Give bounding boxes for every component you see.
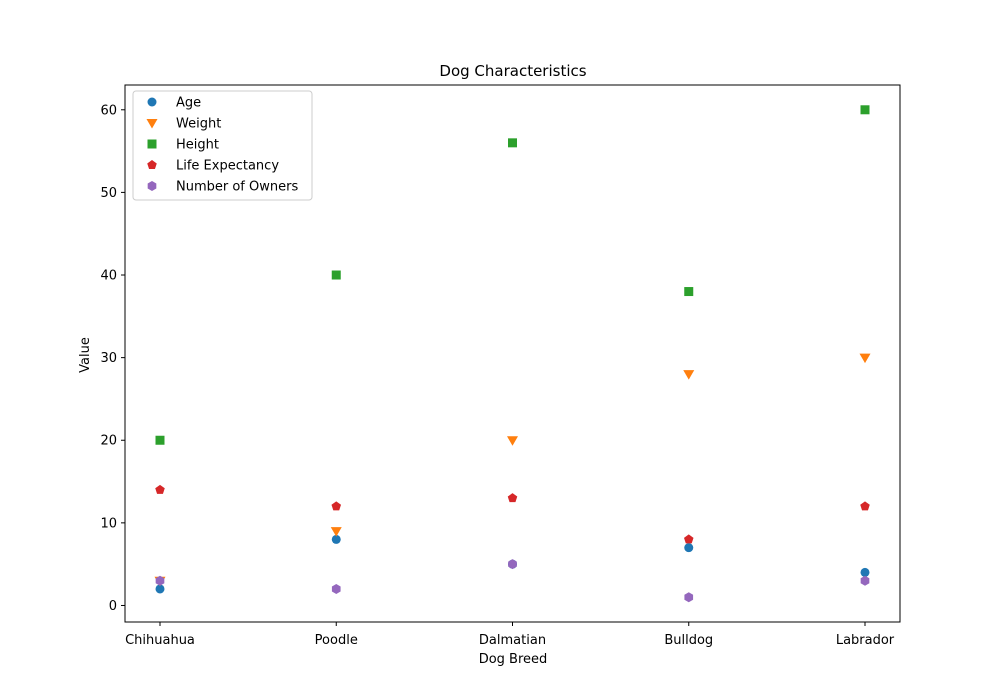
age-point <box>684 543 694 553</box>
legend-marker-height <box>147 139 157 149</box>
age-point <box>155 584 165 594</box>
height-point <box>684 287 694 297</box>
y-tick-label: 60 <box>100 103 117 118</box>
height-point <box>155 435 165 445</box>
number-of-owners-point <box>331 583 341 594</box>
y-tick-label: 10 <box>100 516 117 531</box>
legend: Age Weight Height Life Expectancy Number of … <box>132 90 313 201</box>
plot-area: Chihuahua Poodle Dalmatian Bulldog Labrador 0… <box>100 84 901 648</box>
legend-box <box>132 90 313 201</box>
legend-marker-age <box>147 97 157 107</box>
y-tick-label: 40 <box>100 269 117 284</box>
y-axis-title: Value <box>78 337 93 373</box>
number-of-owners-point <box>684 592 694 603</box>
life-expectancy-point <box>860 501 870 511</box>
chart-title: Dog Characteristics <box>439 62 586 80</box>
legend-marker-weight <box>146 119 158 129</box>
age-point <box>860 567 870 577</box>
x-tick-label: Labrador <box>836 633 895 648</box>
x-axis-title: Dog Breed <box>479 652 548 667</box>
weight-point <box>859 353 871 364</box>
legend-label-life-expectancy: Life Expectancy <box>176 159 279 174</box>
height-point <box>508 138 517 148</box>
y-tick-label: 30 <box>100 351 117 366</box>
height-point <box>331 270 341 280</box>
life-expectancy-point <box>507 493 518 503</box>
x-tick-label: Poodle <box>315 633 358 648</box>
life-expectancy-point <box>683 534 694 544</box>
legend-label-number-of-owners: Number of Owners <box>176 180 298 195</box>
height-point <box>860 105 870 115</box>
legend-label-weight: Weight <box>176 117 221 132</box>
legend-marker-number-of-owners <box>147 181 157 191</box>
y-tick-label: 20 <box>100 434 117 449</box>
legend-marker-life-expectancy <box>147 160 157 170</box>
life-expectancy-point <box>155 484 165 494</box>
number-of-owners-point <box>860 575 870 586</box>
y-tick-label: 0 <box>109 599 117 614</box>
weight-point <box>507 436 518 446</box>
age-point <box>331 534 341 544</box>
weight-point <box>683 370 695 380</box>
life-expectancy-point <box>331 501 342 511</box>
legend-label-age: Age <box>176 96 201 111</box>
x-tick-label: Bulldog <box>664 633 713 648</box>
legend-label-height: Height <box>176 138 219 153</box>
x-tick-label: Chihuahua <box>125 633 195 648</box>
weight-point <box>330 527 342 537</box>
number-of-owners-point <box>508 559 517 570</box>
y-tick-label: 50 <box>100 186 117 201</box>
x-tick-label: Dalmatian <box>479 633 546 648</box>
number-of-owners-point <box>155 575 165 586</box>
